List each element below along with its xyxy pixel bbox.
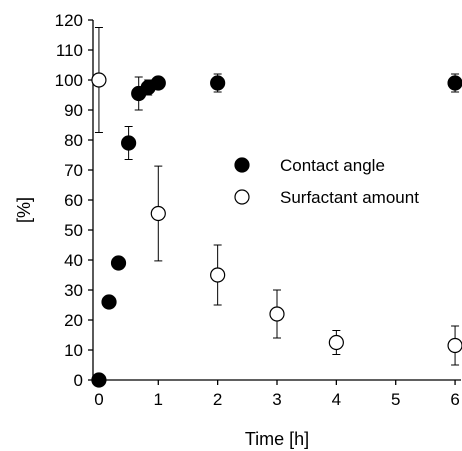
x-tick-label: 1 <box>154 390 163 409</box>
y-tick-label: 40 <box>64 251 83 270</box>
surfactant-amount-point <box>328 334 344 351</box>
y-tick-label: 20 <box>64 311 83 330</box>
x-tick-label: 6 <box>450 390 459 409</box>
y-tick-label: 0 <box>74 371 83 390</box>
contact-angle-point <box>150 75 166 91</box>
x-tick-label: 2 <box>213 390 222 409</box>
x-axis-ticks: 0 1 2 3 4 5 6 <box>94 380 460 409</box>
data-points <box>91 27 462 388</box>
contact-angle-point <box>101 294 117 310</box>
legend-marker-open <box>234 189 250 205</box>
y-tick-label: 80 <box>64 131 83 150</box>
legend-label: Surfactant amount <box>280 188 419 207</box>
y-axis-ticks: 0 10 20 30 40 50 60 70 80 90 100 110 120 <box>55 11 93 390</box>
surfactant-amount-point <box>269 306 285 322</box>
y-tick-label: 100 <box>55 71 83 90</box>
x-tick-label: 5 <box>391 390 400 409</box>
y-tick-label: 120 <box>55 11 83 30</box>
y-tick-label: 60 <box>64 191 83 210</box>
legend: Contact angle Surfactant amount <box>234 156 419 207</box>
surfactant-amount-point <box>150 205 166 222</box>
y-tick-label: 70 <box>64 161 83 180</box>
y-tick-label: 10 <box>64 341 83 360</box>
x-axis-label: Time [h] <box>245 429 309 449</box>
legend-marker-filled <box>234 157 250 173</box>
surfactant-amount-point <box>447 337 462 354</box>
surfactant-amount-point <box>210 267 226 283</box>
y-tick-label: 90 <box>64 101 83 120</box>
y-axis-label: [%] <box>14 197 34 223</box>
contact-angle-point <box>110 255 127 271</box>
y-tick-label: 110 <box>56 41 83 60</box>
x-tick-label: 3 <box>272 390 281 409</box>
x-tick-label: 4 <box>332 390 341 409</box>
y-tick-label: 30 <box>64 281 83 300</box>
legend-label: Contact angle <box>280 156 385 175</box>
contact-angle-point <box>91 372 107 388</box>
contact-angle-point <box>447 75 462 91</box>
y-tick-label: 50 <box>64 221 83 240</box>
surfactant-amount-point <box>91 72 107 88</box>
contact-angle-point <box>121 135 137 151</box>
contact-angle-point <box>210 75 226 91</box>
x-tick-label: 0 <box>94 390 103 409</box>
